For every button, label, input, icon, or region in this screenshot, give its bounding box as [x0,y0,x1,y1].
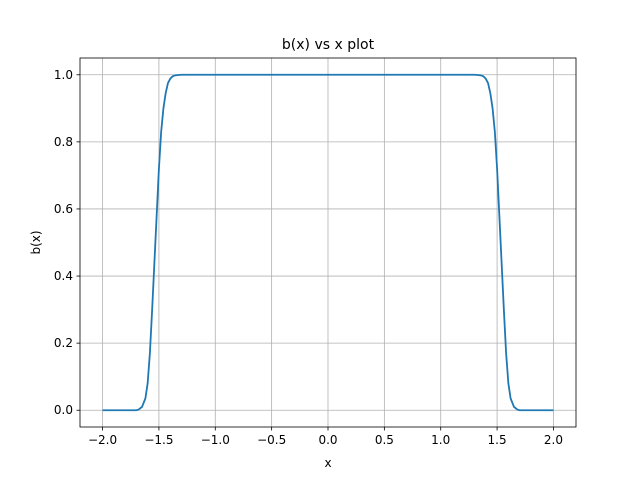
grid-layer [80,58,576,427]
x-tick-label: 0.5 [375,433,394,447]
chart-title: b(x) vs x plot [282,37,375,53]
y-tick-label: 0.6 [54,202,73,216]
y-tick-label: 0.4 [54,269,73,283]
y-tick-label: 0.8 [54,135,73,149]
x-tick-label: 0.0 [318,433,337,447]
x-tick-label: 1.0 [431,433,450,447]
x-tick-label: 2.0 [544,433,563,447]
x-tick-label: −1.5 [144,433,173,447]
series-line [102,73,554,412]
y-tick-label: 0.0 [54,403,73,417]
y-tick-label: 1.0 [54,68,73,82]
y-tick-label: 0.2 [54,336,73,350]
x-tick-label: −1.0 [201,433,230,447]
x-tick-label: −0.5 [257,433,286,447]
x-tick-label: −2.0 [88,433,117,447]
y-axis-label: b(x) [29,230,43,254]
x-tick-label: 1.5 [488,433,507,447]
x-axis-label: x [324,456,331,470]
tick-layer: −2.0 −1.5 −1.0 −0.5 0.0 0.5 1.0 1.5 2.0 0.0 0.2 0.4… [54,68,563,447]
series-layer [102,73,554,412]
